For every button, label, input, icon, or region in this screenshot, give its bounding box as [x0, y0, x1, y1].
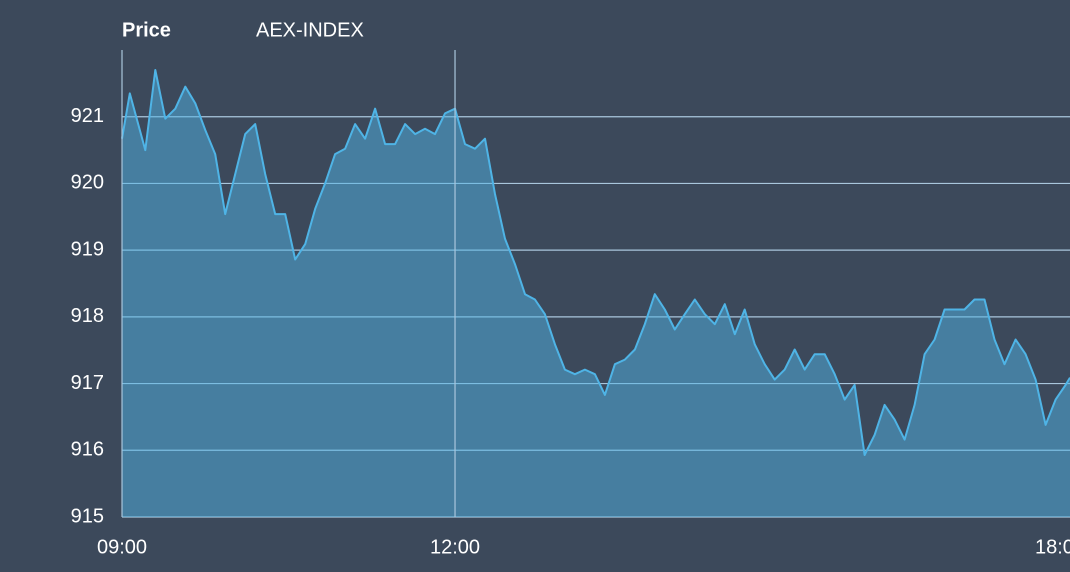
x-tick-label: 09:00	[97, 536, 147, 558]
y-tick-label: 918	[71, 305, 104, 327]
area-fill	[122, 70, 1070, 517]
y-tick-label: 921	[71, 105, 104, 127]
y-tick-label: 915	[71, 505, 104, 527]
x-tick-label: 12:00	[430, 536, 480, 558]
y-tick-label: 916	[71, 439, 104, 461]
x-tick-label: 18:00	[1035, 536, 1070, 558]
area-line	[121, 69, 1070, 456]
y-tick-label: 917	[71, 372, 104, 394]
y-tick-label: 919	[71, 238, 104, 260]
chart-subtitle: AEX-INDEX	[256, 19, 364, 41]
chart-title: Price	[122, 19, 171, 41]
y-tick-label: 920	[71, 172, 104, 194]
